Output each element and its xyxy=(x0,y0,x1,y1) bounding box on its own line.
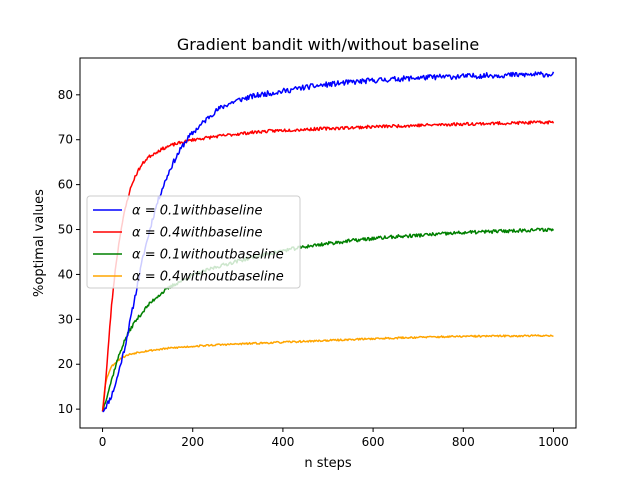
y-tick-label: 30 xyxy=(58,312,73,326)
y-tick-label: 60 xyxy=(58,178,73,192)
chart-title: Gradient bandit with/without baseline xyxy=(177,35,479,54)
legend-entry-label: α = 0.4withbaseline xyxy=(132,226,262,241)
x-axis-ticks: 0 200 400 600 800 1000 xyxy=(99,428,569,449)
x-tick-label: 0 xyxy=(99,435,107,449)
y-tick-label: 50 xyxy=(58,223,73,237)
series-line xyxy=(101,120,555,412)
legend-entry-label: α = 0.4withoutbaseline xyxy=(132,270,284,285)
legend: α = 0.1withbaseline α = 0.4withbaseline α … xyxy=(86,195,301,289)
plot-frame xyxy=(79,57,577,429)
legend-entry-label: α = 0.1withoutbaseline xyxy=(132,248,284,263)
y-tick-label: 20 xyxy=(58,357,73,371)
y-tick-label: 80 xyxy=(58,88,73,102)
x-tick-label: 800 xyxy=(452,435,475,449)
y-tick-label: 40 xyxy=(58,267,73,281)
x-tick-label: 1000 xyxy=(538,435,569,449)
x-tick-label: 600 xyxy=(362,435,385,449)
y-tick-label: 10 xyxy=(58,402,73,416)
legend-box xyxy=(86,195,301,289)
x-tick-label: 200 xyxy=(181,435,204,449)
series-line xyxy=(102,71,555,413)
series-line xyxy=(101,334,554,412)
y-axis-ticks: 10 20 30 40 50 60 70 80 xyxy=(58,88,80,416)
x-tick-label: 400 xyxy=(271,435,294,449)
y-tick-label: 70 xyxy=(58,133,73,147)
y-axis-label: %optimal values xyxy=(32,189,47,297)
legend-entry-label: α = 0.1withbaseline xyxy=(132,204,262,219)
x-axis-label: n steps xyxy=(304,456,351,471)
